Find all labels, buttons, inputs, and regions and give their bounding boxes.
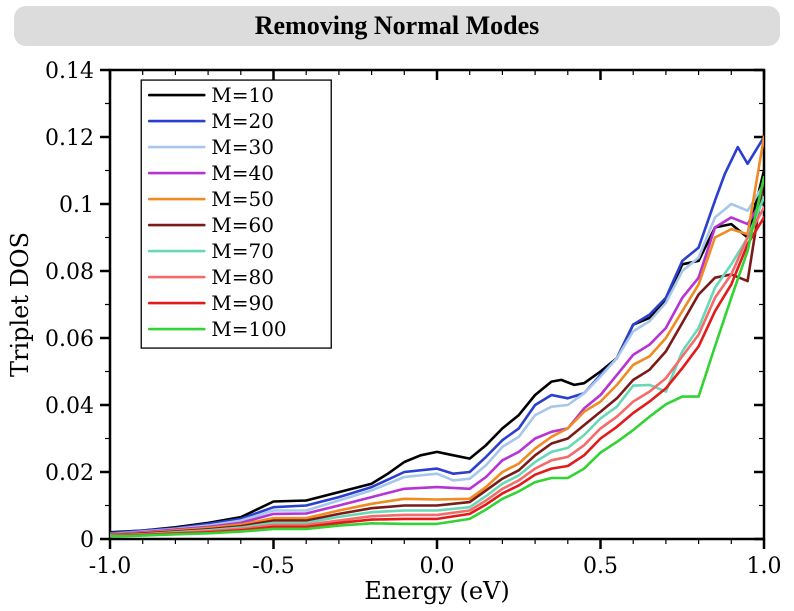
svg-text:M=100: M=100 [211, 317, 286, 341]
svg-text:0.0: 0.0 [420, 554, 455, 579]
svg-text:0.08: 0.08 [45, 260, 94, 285]
svg-text:-0.5: -0.5 [252, 554, 294, 579]
svg-text:M=40: M=40 [211, 161, 274, 185]
svg-text:M=50: M=50 [211, 187, 274, 211]
svg-text:M=70: M=70 [211, 239, 274, 263]
svg-text:0.1: 0.1 [59, 193, 94, 218]
svg-text:0.02: 0.02 [45, 461, 94, 486]
svg-text:M=20: M=20 [211, 109, 274, 133]
svg-text:0.5: 0.5 [583, 554, 618, 579]
svg-text:0: 0 [80, 528, 94, 553]
svg-text:M=30: M=30 [211, 135, 274, 159]
svg-text:M=60: M=60 [211, 213, 274, 237]
svg-text:0.12: 0.12 [45, 126, 94, 151]
triplet-dos-chart: -1.0 -0.5 0.0 0.5 1.0 0 0.02 0.04 0.06 0.08 0.1 0.1… [0, 50, 794, 611]
svg-text:-1.0: -1.0 [89, 554, 131, 579]
svg-text:Triplet DOS: Triplet DOS [6, 232, 34, 377]
title-bar: Removing Normal Modes [14, 6, 780, 46]
svg-text:M=80: M=80 [211, 265, 274, 289]
svg-text:M=90: M=90 [211, 291, 274, 315]
svg-text:M=10: M=10 [211, 83, 274, 107]
svg-text:0.14: 0.14 [45, 59, 94, 84]
page-title: Removing Normal Modes [255, 11, 540, 41]
svg-text:0.06: 0.06 [45, 327, 94, 352]
svg-text:0.04: 0.04 [45, 394, 94, 419]
svg-text:Energy (eV): Energy (eV) [364, 577, 509, 605]
svg-text:1.0: 1.0 [747, 554, 782, 579]
